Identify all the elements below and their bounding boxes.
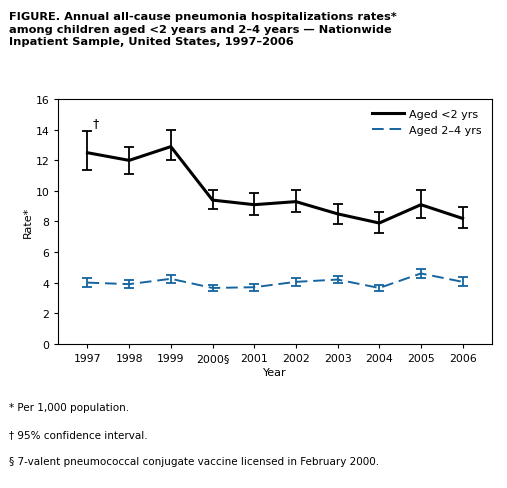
X-axis label: Year: Year	[263, 367, 287, 377]
Text: FIGURE. Annual all-cause pneumonia hospitalizations rates*
among children aged <: FIGURE. Annual all-cause pneumonia hospi…	[9, 12, 397, 47]
Text: † 95% confidence interval.: † 95% confidence interval.	[9, 429, 148, 439]
Text: § 7-valent pneumococcal conjugate vaccine licensed in February 2000.: § 7-valent pneumococcal conjugate vaccin…	[9, 456, 379, 466]
Y-axis label: Rate*: Rate*	[23, 206, 32, 238]
Text: †: †	[92, 117, 99, 130]
Legend: Aged <2 yrs, Aged 2–4 yrs: Aged <2 yrs, Aged 2–4 yrs	[368, 105, 486, 140]
Text: * Per 1,000 population.: * Per 1,000 population.	[9, 403, 129, 412]
